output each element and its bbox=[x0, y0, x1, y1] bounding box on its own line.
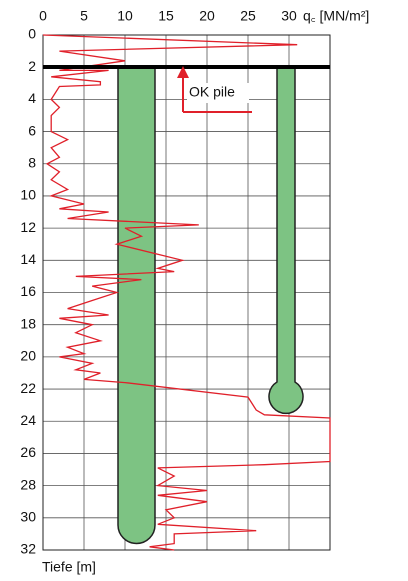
y-tick-label: 20 bbox=[20, 348, 36, 364]
y-tick-label: 24 bbox=[20, 412, 36, 428]
y-tick-label: 6 bbox=[28, 122, 36, 138]
pile bbox=[268, 66, 304, 415]
y-tick-label: 10 bbox=[20, 187, 36, 203]
y-tick-label: 26 bbox=[20, 444, 36, 460]
y-tick-label: 2 bbox=[28, 58, 36, 74]
x-tick-label: 30 bbox=[281, 8, 297, 24]
y-tick-label: 16 bbox=[20, 283, 36, 299]
pile bbox=[117, 66, 156, 545]
x-tick-label: 15 bbox=[158, 8, 174, 24]
x-tick-label: 25 bbox=[240, 8, 256, 24]
y-tick-label: 14 bbox=[20, 251, 36, 267]
arrow-head bbox=[177, 66, 189, 78]
qc-line bbox=[42, 34, 331, 551]
annotation-bg bbox=[187, 83, 249, 103]
annotation: OK pile bbox=[189, 84, 235, 100]
piles bbox=[117, 66, 304, 545]
y-tick-label: 4 bbox=[28, 90, 36, 106]
plot-frame bbox=[42, 34, 331, 551]
x-tick-label: 5 bbox=[80, 8, 88, 24]
y-tick-label: 30 bbox=[20, 509, 36, 525]
y-tick-label: 18 bbox=[20, 315, 36, 331]
x-tick-label: 0 bbox=[39, 8, 47, 24]
x-axis-label: q꜀ [MN/m²] bbox=[303, 8, 369, 24]
y-tick-label: 32 bbox=[20, 541, 36, 557]
x-tick-label: 10 bbox=[117, 8, 133, 24]
y-tick-label: 12 bbox=[20, 219, 36, 235]
y-tick-label: 0 bbox=[28, 26, 36, 42]
y-tick-label: 8 bbox=[28, 154, 36, 170]
y-tick-label: 28 bbox=[20, 476, 36, 492]
x-tick-label: 20 bbox=[199, 8, 215, 24]
y-tick-label: 22 bbox=[20, 380, 36, 396]
y-axis-label: Tiefe [m] bbox=[42, 559, 96, 575]
